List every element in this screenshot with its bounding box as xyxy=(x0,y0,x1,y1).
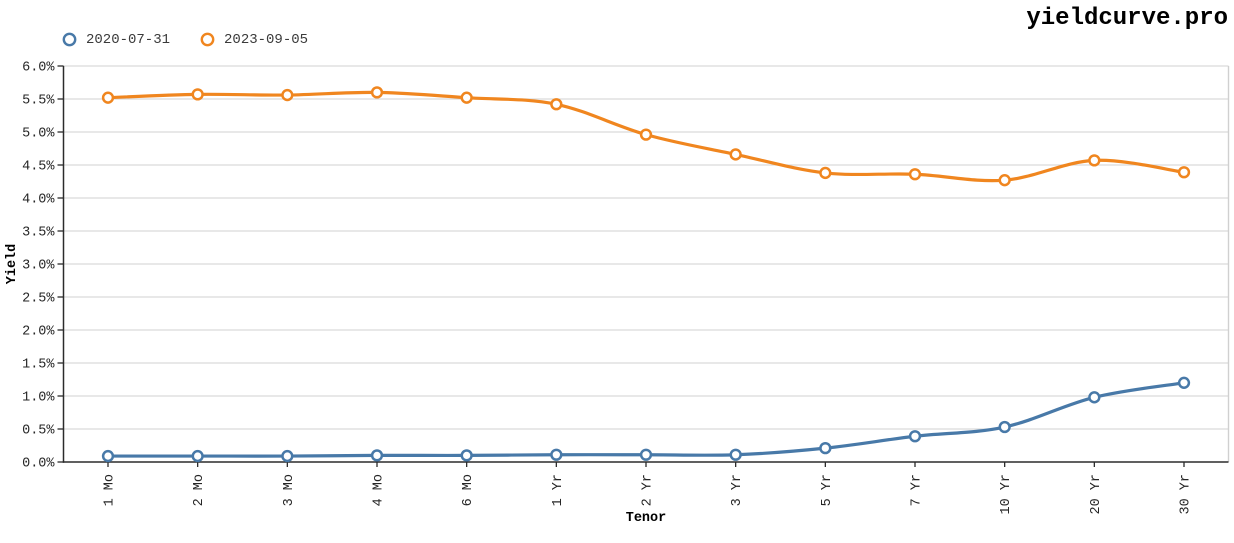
x-tick-label: 3 Yr xyxy=(730,474,745,506)
x-tick-label: 1 Mo xyxy=(103,474,118,506)
chart-legend: 2020-07-31 2023-09-05 xyxy=(61,31,308,48)
y-tick-label: 6.0% xyxy=(22,61,55,76)
x-tick-label: 3 Mo xyxy=(282,474,297,506)
y-tick-label: 5.0% xyxy=(22,127,55,142)
legend-label: 2020-07-31 xyxy=(86,31,171,48)
y-tick-label: 4.5% xyxy=(22,160,55,175)
y-tick-label: 3.0% xyxy=(22,259,55,274)
data-point-2020-07-31[interactable] xyxy=(639,448,653,461)
data-point-2023-09-05[interactable] xyxy=(370,86,384,99)
data-point-2023-09-05[interactable] xyxy=(998,174,1011,187)
legend-marker-icon xyxy=(200,32,215,47)
site-title: yieldcurve.pro xyxy=(1026,5,1228,32)
data-point-2020-07-31[interactable] xyxy=(1088,391,1101,404)
x-tick-label: 7 Yr xyxy=(910,474,925,506)
x-tick-label: 10 Yr xyxy=(999,474,1014,515)
y-tick-label: 3.5% xyxy=(22,226,55,241)
y-tick-label: 4.0% xyxy=(22,193,55,208)
x-axis-title: Tenor xyxy=(626,511,667,526)
y-tick-label: 1.5% xyxy=(22,358,55,373)
data-point-2020-07-31[interactable] xyxy=(1177,376,1191,389)
data-point-2023-09-05[interactable] xyxy=(819,166,832,180)
legend-label: 2023-09-05 xyxy=(224,31,309,48)
x-tick-label: 2 Yr xyxy=(641,474,656,506)
data-point-2020-07-31[interactable] xyxy=(191,449,204,463)
data-point-2020-07-31[interactable] xyxy=(908,430,922,443)
data-point-2020-07-31[interactable] xyxy=(370,449,384,462)
data-point-2023-09-05[interactable] xyxy=(1177,166,1191,179)
data-point-2023-09-05[interactable] xyxy=(639,128,653,141)
legend-item-2020-07-31[interactable]: 2020-07-31 xyxy=(61,31,170,48)
legend-marker-icon xyxy=(62,32,77,47)
data-point-2020-07-31[interactable] xyxy=(460,449,473,462)
x-tick-label: 4 Mo xyxy=(372,474,387,506)
legend-item-2023-09-05[interactable]: 2023-09-05 xyxy=(199,31,308,48)
data-point-2023-09-05[interactable] xyxy=(908,168,922,181)
data-point-2023-09-05[interactable] xyxy=(191,88,204,101)
data-point-2023-09-05[interactable] xyxy=(281,88,294,102)
y-axis-title: Yield xyxy=(5,244,20,285)
x-tick-label: 6 Mo xyxy=(461,474,476,506)
data-point-2023-09-05[interactable] xyxy=(460,91,473,104)
data-point-2023-09-05[interactable] xyxy=(729,148,742,161)
y-tick-label: 0.0% xyxy=(22,457,55,472)
data-point-2020-07-31[interactable] xyxy=(101,449,115,463)
x-tick-label: 1 Yr xyxy=(551,474,566,506)
data-point-2020-07-31[interactable] xyxy=(819,441,832,455)
x-tick-label: 30 Yr xyxy=(1179,474,1194,515)
y-tick-label: 2.5% xyxy=(22,292,55,307)
x-tick-label: 5 Yr xyxy=(820,474,835,506)
data-point-2023-09-05[interactable] xyxy=(101,91,115,104)
data-point-2023-09-05[interactable] xyxy=(1088,154,1101,167)
data-point-2020-07-31[interactable] xyxy=(998,420,1011,434)
data-point-2020-07-31[interactable] xyxy=(729,448,742,461)
y-tick-label: 5.5% xyxy=(22,94,55,109)
y-tick-label: 1.0% xyxy=(22,391,55,406)
y-tick-label: 0.5% xyxy=(22,424,55,439)
data-point-2020-07-31[interactable] xyxy=(550,448,563,461)
y-tick-label: 2.0% xyxy=(22,325,55,340)
series-line-2020-07-31 xyxy=(106,381,1186,458)
data-point-2020-07-31[interactable] xyxy=(281,449,294,463)
data-point-2023-09-05[interactable] xyxy=(550,98,563,111)
x-tick-label: 20 Yr xyxy=(1089,474,1104,515)
x-tick-label: 2 Mo xyxy=(192,474,207,506)
